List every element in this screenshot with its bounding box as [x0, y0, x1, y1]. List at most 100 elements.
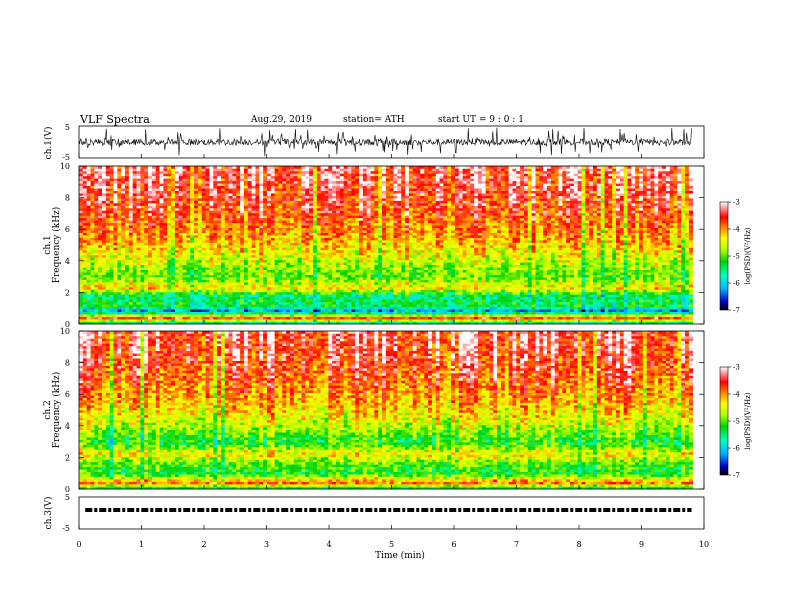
ch1-spec-cell	[435, 296, 440, 300]
ch1-spec-cell	[489, 249, 494, 253]
ch1-spec-cell	[458, 264, 463, 268]
ch1-spec-cell	[374, 316, 379, 320]
ch1-spec-cell	[236, 314, 241, 317]
ch1-spec-cell	[523, 291, 529, 295]
ch1-spec-cell	[635, 259, 640, 263]
ch1-spec-cell	[470, 279, 475, 283]
ch1-spec-cell	[431, 309, 437, 312]
ch1-spec-cell	[378, 321, 383, 325]
ch1-spec-cell	[247, 269, 252, 273]
ch1-spec-cell	[577, 257, 582, 261]
ch1-spec-cell	[585, 311, 590, 315]
ch1-spec-cell	[470, 301, 475, 305]
ch1-spec-cell	[639, 252, 644, 256]
ch1-spec-cell	[286, 301, 291, 305]
ch1-spec-cell	[669, 282, 674, 285]
ch1-spec-cell	[412, 299, 417, 303]
ch1-spec-cell	[639, 294, 644, 298]
ch1-spec-cell	[654, 254, 659, 258]
ch1-spec-cell	[401, 254, 406, 258]
ch1-spec-cell	[251, 274, 256, 278]
ch1-spec-cell	[324, 321, 329, 325]
ch1-spec-cell	[263, 319, 268, 322]
ch1-spec-cell	[451, 311, 456, 315]
ch1-spec-cell	[677, 309, 682, 312]
ch1-spec-cell	[639, 249, 644, 253]
ch1-spec-cell	[612, 316, 617, 320]
ch1-spec-cell	[121, 304, 126, 308]
ch1-spec-cell	[301, 262, 306, 266]
ch1-spec-cell	[389, 301, 394, 305]
ch1-spec-cell	[593, 279, 598, 283]
ch1-spec-cell	[627, 299, 632, 303]
ch1-spec-cell	[144, 319, 149, 322]
ch1-spec-cell	[90, 245, 95, 248]
ch1-spec-cell	[458, 282, 463, 285]
ch1-spec-cell	[174, 282, 180, 285]
ch1-spec-cell	[516, 289, 521, 293]
ch1-spec-cell	[443, 257, 448, 261]
ch1-spec-cell	[105, 279, 110, 283]
ch1-spec-cell	[194, 301, 199, 305]
ch1-spec-cell	[562, 286, 567, 290]
ch1-spec-cell	[94, 274, 99, 278]
ch1-spec-cell	[236, 311, 241, 315]
ch1-spec-cell	[508, 272, 513, 275]
ch1-spec-cell	[355, 262, 360, 266]
ch1-spec-cell	[570, 311, 575, 315]
ch1-spec-cell	[286, 282, 291, 285]
ch1-spec-cell	[86, 252, 91, 256]
ch1-spec-cell	[82, 294, 87, 298]
ch1-spec-cell	[474, 304, 479, 308]
ch1-spec-cell	[255, 309, 260, 312]
ch1-spec-cell	[570, 277, 575, 280]
ch1-spec-cell	[148, 264, 153, 268]
ch1-spec-cell	[566, 299, 571, 303]
ch1-spec-cell	[608, 247, 613, 251]
ch1-spec-cell	[378, 269, 383, 273]
ch1-spec-cell	[677, 282, 682, 285]
ch1-spec-cell	[596, 282, 601, 285]
ch1-spec-cell	[658, 272, 663, 275]
ch1-spec-cell	[339, 269, 344, 273]
ch1-spec-cell	[351, 314, 356, 317]
ch1-spec-cell	[359, 304, 364, 308]
ch1-spec-cell	[677, 304, 682, 308]
ch1-spec-cell	[128, 272, 134, 275]
ch1-spec-cell	[378, 264, 383, 268]
ch1-spec-cell	[182, 309, 187, 312]
ch1-spec-cell	[623, 291, 628, 295]
ch1-spec-cell	[236, 319, 241, 322]
ch1-spec-cell	[205, 252, 210, 256]
ch1-spec-cell	[121, 306, 126, 310]
ch1-spec-cell	[151, 304, 157, 308]
ch1-spec-cell	[589, 294, 594, 298]
ch1-spec-cell	[194, 267, 199, 270]
ch1-spec-cell	[589, 264, 594, 268]
ch1-spec-cell	[98, 249, 103, 253]
ch1-spec-cell	[309, 304, 314, 308]
ch1-spec-cell	[355, 282, 360, 285]
ch1-spec-cell	[631, 289, 636, 293]
ch1-spec-cell	[105, 254, 110, 258]
ch1-spec-cell	[194, 284, 199, 288]
ch1-spec-cell	[401, 252, 406, 256]
ch1-spec-cell	[393, 259, 398, 263]
ch1-spec-cell	[86, 286, 91, 290]
ch1-spec-cell	[167, 282, 172, 285]
ch1-spec-cell	[650, 272, 655, 275]
ch1-spec-cell	[263, 257, 268, 261]
ch1-spec-cell	[485, 264, 490, 268]
ch1-spec-cell	[631, 282, 636, 285]
ch1-spec-cell	[481, 254, 486, 258]
ch1-spec-cell	[627, 259, 632, 263]
ch1-spec-cell	[98, 316, 103, 320]
ch1-spec-cell	[209, 316, 214, 320]
ch1-spec-cell	[224, 314, 229, 317]
ch1-spec-cell	[393, 264, 398, 268]
ch1-spec-cell	[677, 274, 682, 278]
ch1-spec-cell	[236, 284, 241, 288]
ch1-spec-cell	[673, 257, 678, 261]
ch1-spec-cell	[297, 286, 302, 290]
ch1-spec-cell	[132, 249, 137, 253]
